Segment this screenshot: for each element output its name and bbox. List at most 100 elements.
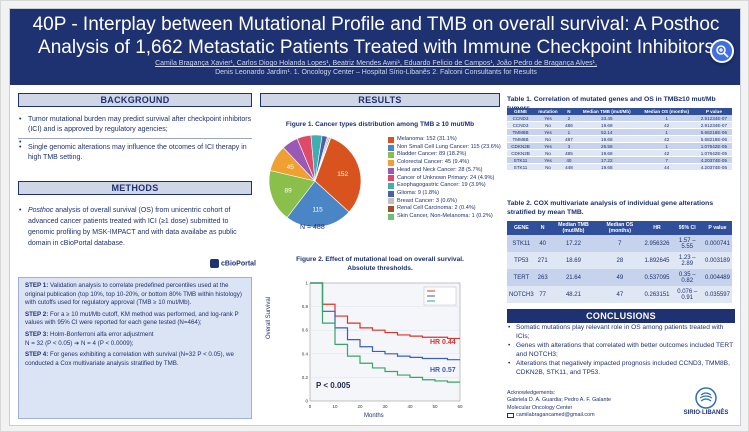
legend-item: Glioma: 9 (1.8%) — [388, 190, 501, 198]
legend-item: Bladder Cancer: 89 (18.2%) — [388, 151, 501, 159]
column-header: P value — [695, 108, 732, 115]
background-heading: BACKGROUND — [18, 93, 252, 107]
author-list: Camila Bragança Xavier¹, Carlos Diogo Ho… — [20, 59, 732, 77]
envelope-icon — [507, 413, 514, 419]
table-cell: 21.64 — [549, 269, 598, 286]
km-x-tick-label: 20 — [357, 404, 363, 409]
table-cell: 263 — [535, 269, 550, 286]
cbioportal-logo: cBioPortal — [210, 259, 256, 268]
legend-item: Esophagogastric Cancer: 19 (3.9%) — [388, 182, 501, 190]
km-y-tick-label: 0.4 — [302, 351, 309, 356]
table-cell: 19.68 — [575, 149, 638, 157]
ack-names: Gabriela D. A. Guardia; Pedro A. F. Gala… — [507, 397, 611, 404]
hr-label-1: HR 0.44 — [430, 339, 456, 346]
table-cell: No — [534, 121, 562, 129]
table-cell: TP53 — [507, 252, 536, 269]
legend-label: Cancer of Unknown Primary: 24 (4.9%) — [397, 174, 495, 181]
legend-swatch — [388, 159, 394, 166]
table-cell: 5.68218E-06 — [695, 128, 732, 136]
table-cell: 0.035597 — [702, 286, 732, 303]
email-address: camilabragancamed@gmail.com — [516, 412, 595, 419]
methods-body: analysis of overall survival (OS) from u… — [28, 207, 237, 247]
km-x-tick-label: 50 — [432, 404, 438, 409]
pie-slice — [314, 137, 362, 213]
table-row: TP53 271 18.69 28 1.892645 1.23 – 2.89 0.00318… — [507, 252, 732, 269]
methods-heading: METHODS — [18, 181, 252, 195]
table-row: TMM8B Yes 1 52.14 1 5.68218E-06 — [507, 128, 732, 136]
table-cell: TMM8B — [507, 128, 535, 136]
zoom-in-button[interactable] — [710, 39, 734, 63]
table-cell: 42 — [637, 121, 696, 129]
km-y-axis-label: Overall Survival — [266, 296, 272, 339]
table-header-row: GENE N Median TMB (mut/Mb) Median OS (month… — [507, 221, 732, 235]
figure-1-title: Figure 1. Cancer types distribution amon… — [285, 121, 475, 128]
authors-line-1: Camila Bragança Xavier¹, Carlos Diogo Ho… — [155, 60, 597, 67]
poster-title: 40P - Interplay between Mutational Profi… — [20, 13, 732, 59]
table-cell: 77 — [535, 286, 550, 303]
legend-swatch — [388, 213, 394, 220]
p-value-label: P < 0.005 — [316, 381, 351, 390]
table-cell: 1 — [637, 115, 696, 122]
email-contact: camilabragancamed@gmail.com — [507, 412, 595, 419]
table-2: GENE N Median TMB (mut/Mb) Median OS (month… — [507, 221, 732, 303]
table-1: GENE mutation N Median TMB (mut/Mb) Median O… — [507, 108, 732, 171]
step-2: STEP 2: For a ≥ 10 mut/Mb cutoff, KM met… — [25, 311, 245, 328]
column-header: P value — [702, 221, 732, 235]
table-cell: 25.58 — [575, 142, 638, 150]
km-survival-curve — [310, 282, 460, 361]
table-cell: 0.263151 — [642, 286, 672, 303]
table-cell: 40 — [561, 156, 576, 164]
results-heading: RESULTS — [260, 93, 500, 107]
pie-legend: Melanoma: 152 (31.1%) Non Small Cell Lung… — [388, 136, 501, 221]
table-cell: 19.68 — [575, 135, 638, 143]
methods-text: Posthoc analysis of overall survival (OS… — [18, 205, 252, 252]
pie-slice — [314, 137, 332, 182]
table-cell: 0.000741 — [702, 235, 732, 252]
table-cell: 17.22 — [575, 156, 638, 164]
table-cell: 33.45 — [575, 115, 638, 122]
legend-label: Non Small Cell Lung Cancer: 115 (23.6%) — [397, 143, 501, 150]
table-row: CDKN2B Yes 3 25.58 1 1.07642E-05 — [507, 142, 732, 150]
step-3-label: STEP 3: — [25, 330, 49, 338]
table-cell: STK11 — [507, 156, 535, 164]
table-cell: 0.003189 — [702, 252, 732, 269]
hr-label-2: HR 0.57 — [430, 367, 456, 374]
conclusion-2: Genes with alterations that correlated w… — [507, 342, 735, 359]
table-cell: 40 — [535, 235, 550, 252]
legend-swatch — [388, 167, 394, 174]
table-cell: 48.21 — [549, 286, 598, 303]
pie-slice-label: 115 — [312, 206, 323, 213]
column-header: Median TMB (mut/Mb) — [575, 108, 638, 115]
table-cell: 487 — [561, 135, 576, 143]
figure-2-title-line-2: Absolute thresholds. — [347, 265, 413, 272]
table-cell: 42 — [637, 149, 696, 157]
legend-swatch — [388, 144, 394, 151]
table-cell: Yes — [534, 128, 562, 136]
km-y-tick-label: 0.8 — [302, 304, 309, 309]
title-line-1: 40P - Interplay between Mutational Profi… — [32, 14, 720, 35]
table-cell: 1.23 – 2.89 — [671, 252, 703, 269]
table-cell: 0.004489 — [702, 269, 732, 286]
km-y-tick-label: 0.6 — [302, 328, 309, 333]
background-bullet-2: Single genomic alterations may influence… — [18, 143, 252, 163]
background-bullet-1: Tumor mutational burden may predict surv… — [18, 115, 252, 135]
column-header: Median OS (months) — [637, 108, 696, 115]
table-cell: 49 — [597, 269, 643, 286]
table-row: CDKN2B No 485 19.68 42 1.07642E-05 — [507, 149, 732, 157]
legend-item: Non Small Cell Lung Cancer: 115 (23.6%) — [388, 144, 501, 152]
table-cell: 448 — [561, 163, 576, 171]
table-cell: 18.69 — [549, 252, 598, 269]
table-cell: No — [534, 163, 562, 171]
legend-item: Cancer of Unknown Primary: 24 (4.9%) — [388, 175, 501, 183]
table-row: STK11 No 448 19.68 44 4.20374E-05 — [507, 163, 732, 171]
column-header: N — [561, 108, 576, 115]
title-line-2: Analysis of 1,662 Metastatic Patients Tr… — [38, 37, 714, 58]
km-x-tick-label: 60 — [457, 404, 463, 409]
km-y-tick-label: 0.2 — [302, 375, 309, 380]
legend-item: Skin Cancer, Non-Melanoma: 1 (0.2%) — [388, 213, 501, 221]
step-4-text: For genes exhibiting a correlation with … — [25, 351, 234, 367]
table-cell: 4.20374E-05 — [695, 163, 732, 171]
legend-label: Breast Cancer: 3 (0.6%) — [397, 197, 458, 204]
conclusions-bullets: Somatic mutations play relevant role in … — [507, 324, 735, 379]
legend-swatch — [388, 198, 394, 205]
